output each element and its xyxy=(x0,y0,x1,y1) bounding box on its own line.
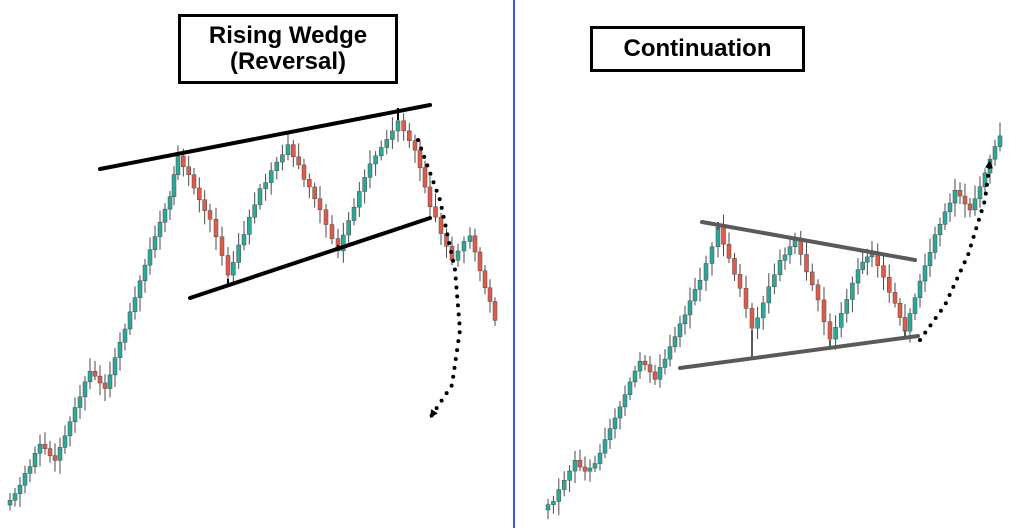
panel-continuation: Continuation xyxy=(514,0,1024,528)
panel-rising-wedge: Rising Wedge (Reversal) xyxy=(0,0,512,528)
title-continuation: Continuation xyxy=(590,26,805,72)
diagram-stage: Rising Wedge (Reversal) Continuation xyxy=(0,0,1024,528)
chart-continuation xyxy=(514,0,1024,528)
title-rising-wedge: Rising Wedge (Reversal) xyxy=(178,14,398,84)
